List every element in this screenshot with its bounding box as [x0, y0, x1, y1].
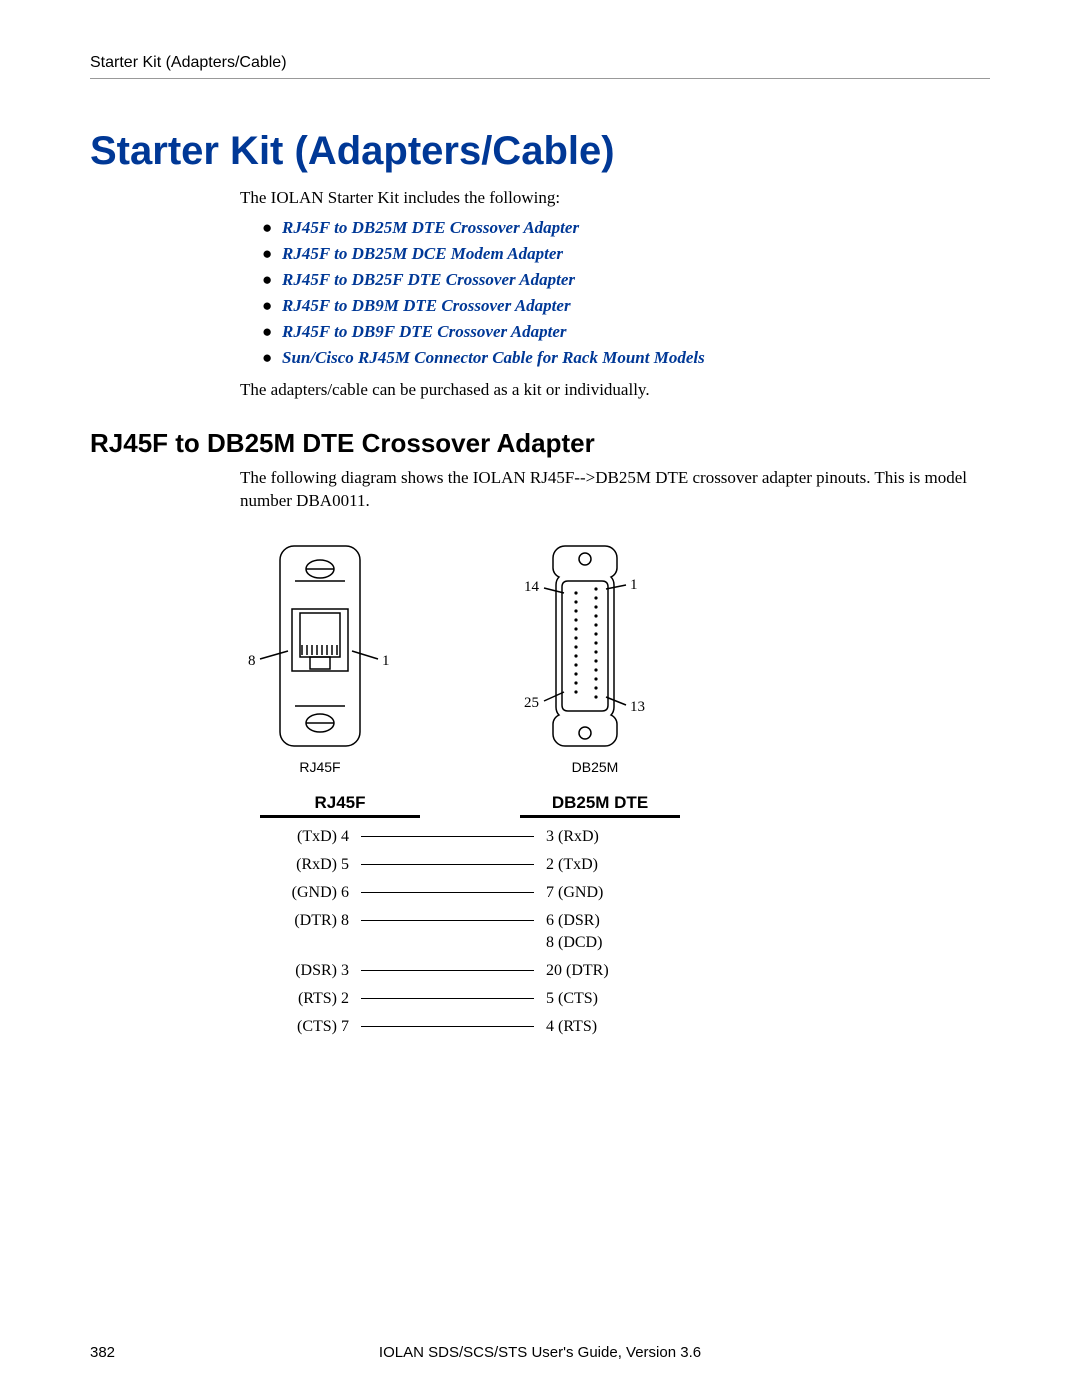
svg-text:13: 13: [630, 699, 645, 715]
pinout-head-left: RJ45F: [260, 793, 420, 813]
kit-link[interactable]: Sun/Cisco RJ45M Connector Cable for Rack…: [282, 348, 705, 367]
kit-link[interactable]: RJ45F to DB9F DTE Crossover Adapter: [282, 322, 566, 341]
section-heading: RJ45F to DB25M DTE Crossover Adapter: [90, 428, 990, 459]
list-item: ●Sun/Cisco RJ45M Connector Cable for Rac…: [262, 348, 990, 368]
pinout-table: RJ45F DB25M DTE (TxD) 4 3 (RxD) (RxD) 5 2 (…: [260, 793, 680, 1036]
section-body: The following diagram shows the IOLAN RJ…: [240, 467, 990, 513]
pin-left: (CTS) 7: [260, 1018, 355, 1036]
pin-right: 2 (TxD): [540, 856, 680, 874]
kit-link-list: ●RJ45F to DB25M DTE Crossover Adapter ●R…: [262, 218, 990, 368]
pin-right: 3 (RxD): [540, 828, 680, 846]
db25m-caption: DB25M: [510, 759, 680, 775]
rj45f-svg: 8 1: [240, 541, 400, 751]
rj45f-caption: RJ45F: [240, 759, 400, 775]
pinout-row: (DSR) 3 20 (DTR): [260, 962, 680, 980]
list-item: ●RJ45F to DB25F DTE Crossover Adapter: [262, 270, 990, 290]
pin-connector-line: [361, 864, 534, 865]
list-item: ●RJ45F to DB25M DCE Modem Adapter: [262, 244, 990, 264]
db25m-diagram: 14 1 25 13 DB25M: [510, 541, 680, 775]
page-footer: 382 IOLAN SDS/SCS/STS User's Guide, Vers…: [90, 1344, 990, 1361]
pin-connector-line: [361, 836, 534, 837]
footer-center: IOLAN SDS/SCS/STS User's Guide, Version …: [90, 1344, 990, 1361]
rj45f-diagram: 8 1 RJ45F: [240, 541, 400, 775]
db25m-svg: 14 1 25 13: [510, 541, 680, 751]
pinout-row: (CTS) 7 4 (RTS): [260, 1018, 680, 1036]
pin-right: 7 (GND): [540, 884, 680, 902]
pin-connector-line: [361, 1026, 534, 1027]
pin-right: 20 (DTR): [540, 962, 680, 980]
pin-connector-line: [361, 998, 534, 999]
pinout-row: (DTR) 8 6 (DSR): [260, 912, 680, 930]
after-list-text: The adapters/cable can be purchased as a…: [240, 380, 990, 400]
running-header: Starter Kit (Adapters/Cable): [90, 54, 990, 72]
pinout-row: (TxD) 4 3 (RxD): [260, 828, 680, 846]
svg-text:14: 14: [524, 579, 540, 595]
pinout-row: (RxD) 5 2 (TxD): [260, 856, 680, 874]
pin-right: 8 (DCD): [540, 934, 680, 952]
pin-left: (GND) 6: [260, 884, 355, 902]
pin-left: (RxD) 5: [260, 856, 355, 874]
pin-right: 5 (CTS): [540, 990, 680, 1008]
pin-connector-line: [361, 920, 534, 921]
list-item: ●RJ45F to DB9M DTE Crossover Adapter: [262, 296, 990, 316]
intro-text: The IOLAN Starter Kit includes the follo…: [240, 188, 990, 208]
pin-connector-line: [361, 892, 534, 893]
list-item: ●RJ45F to DB25M DTE Crossover Adapter: [262, 218, 990, 238]
pin-left: (DTR) 8: [260, 912, 355, 930]
kit-link[interactable]: RJ45F to DB25M DCE Modem Adapter: [282, 244, 563, 263]
svg-text:1: 1: [382, 653, 390, 669]
pin-right: 6 (DSR): [540, 912, 680, 930]
pinout-head-right: DB25M DTE: [520, 793, 680, 813]
pin-right: 4 (RTS): [540, 1018, 680, 1036]
pin-left: (DSR) 3: [260, 962, 355, 980]
pin-connector-line: [361, 970, 534, 971]
kit-link[interactable]: RJ45F to DB25M DTE Crossover Adapter: [282, 218, 579, 237]
pin-left: (TxD) 4: [260, 828, 355, 846]
kit-link[interactable]: RJ45F to DB9M DTE Crossover Adapter: [282, 296, 571, 315]
svg-text:1: 1: [630, 577, 638, 593]
connector-diagrams: 8 1 RJ45F: [240, 541, 990, 775]
pinout-row-extra: 8 (DCD): [260, 934, 680, 952]
svg-text:25: 25: [524, 695, 539, 711]
page-title: Starter Kit (Adapters/Cable): [90, 129, 990, 174]
pin-left: (RTS) 2: [260, 990, 355, 1008]
header-rule: [90, 78, 990, 79]
pinout-row: (GND) 6 7 (GND): [260, 884, 680, 902]
kit-link[interactable]: RJ45F to DB25F DTE Crossover Adapter: [282, 270, 575, 289]
pinout-row: (RTS) 2 5 (CTS): [260, 990, 680, 1008]
list-item: ●RJ45F to DB9F DTE Crossover Adapter: [262, 322, 990, 342]
svg-text:8: 8: [248, 653, 256, 669]
